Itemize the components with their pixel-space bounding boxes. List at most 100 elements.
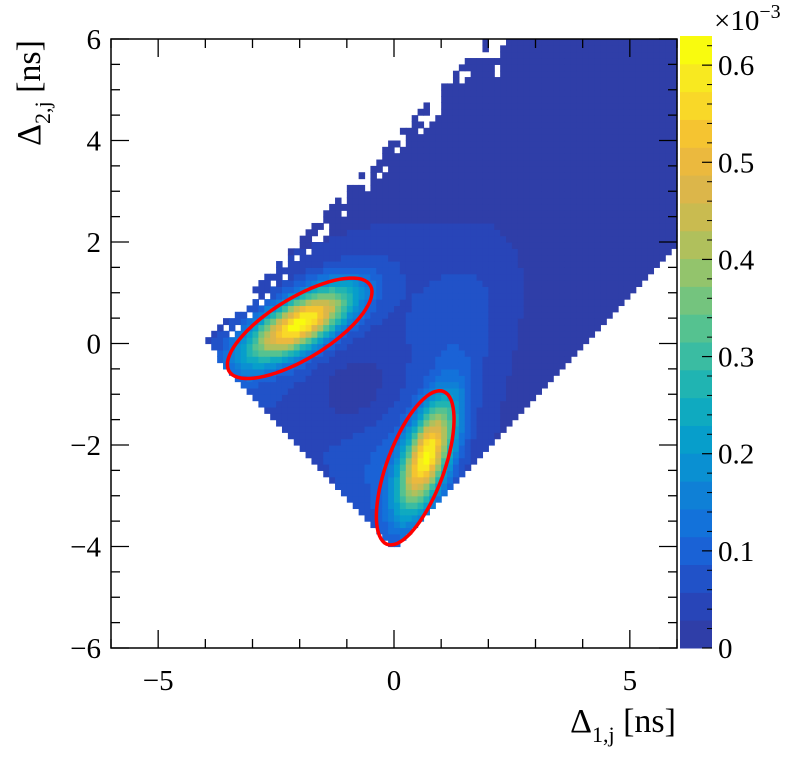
heatmap-cell (458, 165, 466, 173)
heatmap-cell (541, 318, 548, 326)
heatmap-cell (388, 254, 395, 262)
heatmap-cell (511, 39, 519, 46)
heatmap-cell (340, 216, 348, 224)
heatmap-cell (600, 210, 607, 218)
heatmap-cell (618, 172, 625, 180)
heatmap-cell (388, 381, 395, 389)
heatmap-cell (323, 406, 330, 414)
heatmap-cell (647, 140, 655, 148)
heatmap-cell (429, 445, 436, 452)
heatmap-cell (517, 406, 525, 414)
heatmap-cell (553, 58, 560, 65)
heatmap-cell (340, 229, 348, 237)
heatmap-cell (352, 476, 360, 484)
heatmap-cell (629, 39, 637, 46)
heatmap-cell (564, 178, 572, 186)
heatmap-cell (441, 425, 448, 433)
heatmap-cell (494, 261, 501, 268)
heatmap-cell (600, 51, 607, 59)
heatmap-cell (523, 242, 531, 249)
heatmap-cell (340, 438, 348, 446)
heatmap-cell (647, 184, 655, 192)
heatmap-cell (482, 425, 489, 433)
heatmap-cell (441, 267, 448, 275)
heatmap-cell (476, 203, 484, 211)
heatmap-cell (394, 387, 401, 395)
heatmap-cell (559, 343, 566, 351)
heatmap-cell (435, 203, 442, 211)
heatmap-cell (423, 267, 430, 275)
heatmap-cell (494, 413, 501, 421)
heatmap-cell (629, 267, 637, 275)
heatmap-cell (423, 127, 430, 135)
heatmap-cell (346, 229, 354, 237)
heatmap-cell (258, 318, 265, 326)
heatmap-cell (606, 299, 613, 307)
heatmap-cell (494, 400, 501, 408)
heatmap-cell (358, 172, 366, 180)
heatmap-cell (411, 210, 419, 218)
heatmap-cell (399, 242, 407, 249)
heatmap-cell (323, 267, 330, 275)
heatmap-cell (394, 299, 401, 307)
heatmap-cell (405, 324, 413, 332)
heatmap-cell (653, 178, 660, 186)
heatmap-cell (588, 203, 596, 211)
heatmap-cell (382, 159, 389, 167)
heatmap-cell (399, 210, 407, 218)
heatmap-cell (618, 70, 625, 78)
heatmap-cell (517, 77, 525, 84)
heatmap-cell (559, 64, 566, 72)
heatmap-cell (606, 242, 613, 249)
heatmap-cell (329, 324, 336, 332)
heatmap-cell (417, 502, 425, 510)
heatmap-cell (323, 292, 330, 300)
heatmap-cell (671, 229, 678, 237)
heatmap-cell (376, 184, 383, 192)
heatmap-cell (559, 197, 566, 205)
heatmap-cell (641, 45, 649, 53)
heatmap-cell (417, 216, 425, 224)
heatmap-cell (494, 343, 501, 351)
heatmap-cell (447, 108, 454, 116)
heatmap-cell (352, 349, 360, 357)
heatmap-cell (671, 115, 678, 123)
heatmap-cell (370, 248, 377, 256)
heatmap-cell (211, 330, 218, 338)
heatmap-cell (529, 51, 537, 59)
heatmap-cell (252, 356, 259, 364)
heatmap-cell (276, 406, 283, 414)
heatmap-cell (441, 172, 448, 180)
heatmap-cell (629, 140, 637, 148)
heatmap-cell (612, 172, 619, 180)
heatmap-cell (623, 273, 631, 281)
heatmap-cell (470, 64, 478, 72)
heatmap-cell (370, 445, 377, 452)
heatmap-cell (417, 476, 425, 484)
heatmap-cell (547, 51, 554, 59)
heatmap-cell (394, 464, 401, 471)
heatmap-cell (276, 299, 283, 307)
heatmap-cell (405, 394, 413, 402)
heatmap-cell (376, 318, 383, 326)
heatmap-cell (582, 292, 590, 300)
heatmap-cell (435, 425, 442, 433)
heatmap-cell (547, 267, 554, 275)
heatmap-cell (517, 108, 525, 116)
heatmap-cell (458, 178, 466, 186)
heatmap-cell (399, 222, 407, 230)
heatmap-cell (476, 387, 484, 395)
heatmap-cell (441, 191, 448, 199)
heatmap-cell (364, 451, 372, 459)
heatmap-cell (535, 203, 542, 211)
heatmap-cell (647, 51, 655, 59)
heatmap-cell (659, 127, 666, 135)
heatmap-cell (511, 108, 519, 116)
heatmap-cell (564, 172, 572, 180)
heatmap-cell (441, 102, 448, 110)
heatmap-cell (576, 115, 584, 123)
heatmap-cell (287, 273, 295, 281)
heatmap-cell (594, 286, 601, 294)
heatmap-cell (299, 438, 307, 446)
heatmap-cell (435, 146, 442, 154)
